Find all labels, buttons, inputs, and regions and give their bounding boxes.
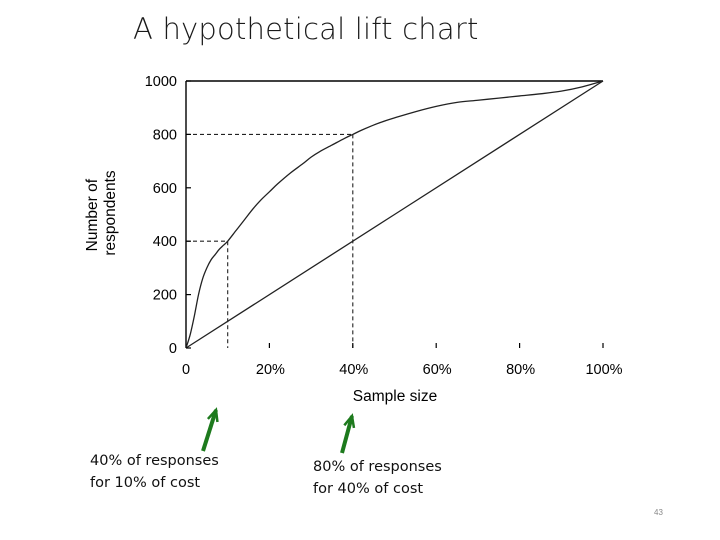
y-axis-label: Number of respondents [84,170,119,256]
annotation-arrow-head [206,407,219,423]
x-tick-label: 40% [339,362,368,378]
lift-curve-line [185,80,604,349]
annotation-arrow-shaft [201,409,218,452]
chart-ticks: 0 200 400 600 800 1000 0 20% 40% 60% 80% 100% [145,74,623,378]
y-tick-label: 0 [169,341,177,357]
x-tick-label: 60% [423,362,452,378]
annotation-arrow-shaft [340,415,354,454]
page-number: 43 [654,508,663,517]
y-axis-label-line-2: respondents [102,170,119,256]
annotation-40-percent: 80% of responses for 40% of cost [313,459,442,497]
x-tick-label: 80% [506,362,535,378]
x-tick-label: 100% [585,362,622,378]
annotation-10-percent: 40% of responses for 10% of cost [90,453,219,491]
reference-lines [186,133,354,348]
y-axis-label-line-1: Number of [84,178,101,251]
chart-series [185,80,604,349]
chart-axis-labels: Sample size Number of respondents [84,170,437,405]
x-axis-label: Sample size [353,388,437,405]
y-tick-label: 200 [153,288,177,304]
y-tick-label: 600 [153,181,177,197]
annotation-arrow-head [343,413,356,429]
slide-title: A hypothetical lift chart [133,12,479,46]
x-tick-label: 0 [182,362,190,378]
chart-axes [185,80,603,348]
y-tick-label: 800 [153,127,177,143]
y-tick-label: 400 [153,234,177,250]
baseline-diagonal-line [185,80,604,349]
x-tick-label: 20% [256,362,285,378]
y-tick-label: 1000 [145,74,177,90]
annotation-arrows [201,407,356,454]
